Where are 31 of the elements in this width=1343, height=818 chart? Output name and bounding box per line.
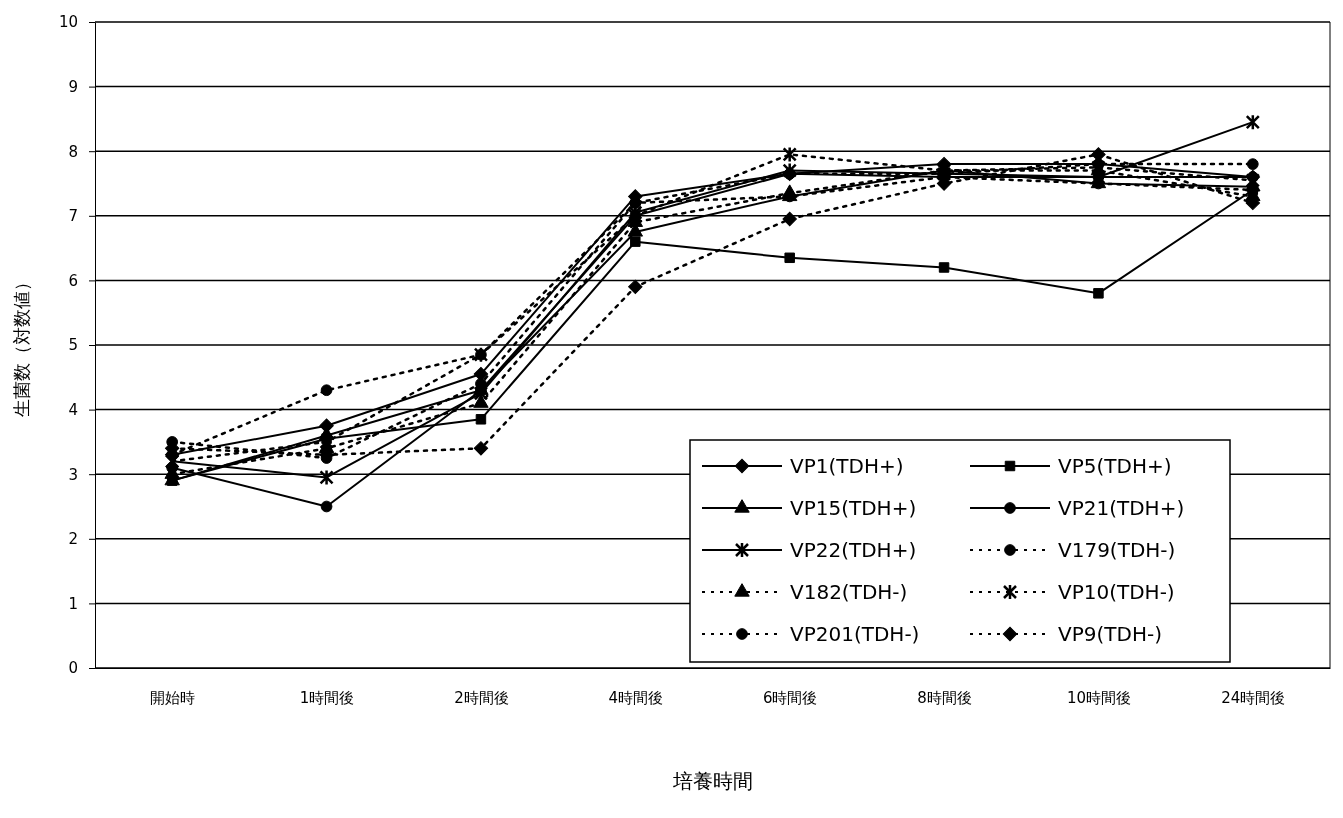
x-tick-label: 1時間後 — [299, 689, 355, 707]
x-tick-label: 24時間後 — [1221, 689, 1286, 707]
legend-label: VP1(TDH+) — [790, 454, 904, 478]
x-tick-label: 2時間後 — [454, 689, 509, 707]
legend-label: VP10(TDH-) — [1058, 580, 1175, 604]
x-tick-label: 10時間後 — [1066, 689, 1131, 707]
y-tick-label: 3 — [68, 465, 78, 484]
y-axis-title: 生菌数（対数値） — [11, 273, 32, 417]
x-axis-title: 培養時間 — [671, 769, 753, 793]
legend-label: VP5(TDH+) — [1058, 454, 1172, 478]
y-tick-label: 1 — [68, 594, 78, 613]
legend-label: VP21(TDH+) — [1058, 496, 1185, 520]
legend-label: VP15(TDH+) — [790, 496, 917, 520]
x-tick-label: 8時間後 — [917, 689, 972, 707]
y-tick-label: 7 — [68, 207, 78, 226]
x-tick-label: 開始時 — [150, 689, 196, 707]
y-tick-label: 10 — [58, 13, 78, 32]
y-tick-label: 2 — [68, 530, 78, 549]
y-tick-label: 4 — [68, 400, 78, 419]
x-tick-label: 6時間後 — [762, 689, 818, 707]
legend-label: V182(TDH-) — [790, 580, 908, 604]
y-tick-label: 6 — [68, 271, 78, 290]
legend-label: VP22(TDH+) — [790, 538, 917, 562]
legend-label: VP9(TDH-) — [1058, 622, 1162, 646]
y-tick-label: 0 — [68, 659, 78, 678]
legend-label: V179(TDH-) — [1058, 538, 1176, 562]
y-tick-label: 5 — [68, 336, 78, 355]
legend-label: VP201(TDH-) — [790, 622, 920, 646]
y-tick-label: 9 — [68, 77, 78, 96]
x-tick-label: 4時間後 — [608, 689, 664, 707]
y-tick-label: 8 — [68, 142, 78, 161]
